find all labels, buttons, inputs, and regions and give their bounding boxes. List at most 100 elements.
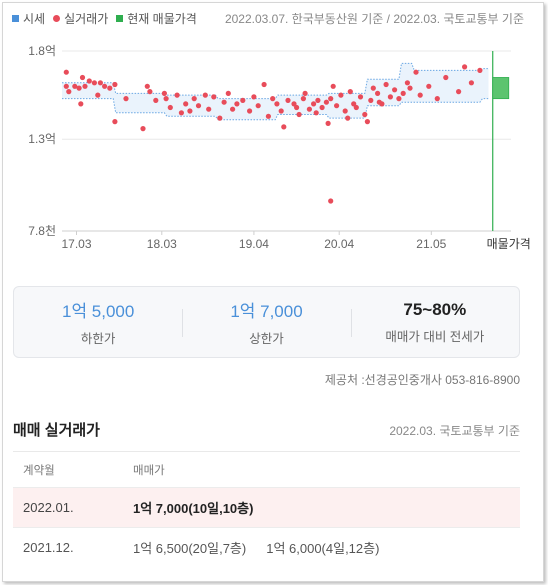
trade-point xyxy=(456,89,462,95)
table-row[interactable]: 2021.12. 1억 6,500(20일,7층) 1억 6,000(4일,12… xyxy=(13,527,520,567)
trade-point xyxy=(347,89,353,95)
trade-point xyxy=(468,80,474,86)
trade-point xyxy=(375,90,381,96)
trade-point xyxy=(413,69,419,75)
legend-listing-label: 현재 매물가격 xyxy=(127,12,197,26)
row-month: 2022.01. xyxy=(23,500,74,515)
trade-point xyxy=(97,80,103,86)
trade-point xyxy=(191,96,197,102)
y-tick-label: 1.3억 xyxy=(28,132,56,146)
trade-point xyxy=(255,103,261,109)
listing-range xyxy=(492,77,510,100)
trade-point xyxy=(230,106,236,112)
summary-high-label: 상한가 xyxy=(249,332,284,346)
trade-point xyxy=(102,83,108,89)
trade-point xyxy=(383,81,389,88)
trade-point xyxy=(247,108,253,114)
trade-point xyxy=(477,67,483,73)
trade-point xyxy=(178,110,184,116)
trade-point xyxy=(387,94,393,100)
col-price: 매매가 xyxy=(133,464,165,477)
trade-point xyxy=(357,94,364,100)
x-extra-label: 매물가격 xyxy=(487,237,531,251)
trade-point xyxy=(328,96,334,102)
trade-point xyxy=(63,83,69,89)
col-month: 계약월 xyxy=(23,464,55,477)
trade-point xyxy=(426,83,432,89)
trade-point xyxy=(300,96,306,102)
trade-point xyxy=(234,101,240,107)
legend-market-label: 시세 xyxy=(23,12,46,26)
summary-low: 1억 5,000 하한가 xyxy=(14,287,182,357)
trade-point xyxy=(306,106,312,112)
trade-point xyxy=(221,99,227,105)
price-summary: 1억 5,000 하한가 1억 7,000 상한가 75~80% 매매가 대비 … xyxy=(13,286,520,358)
legend-market-swatch xyxy=(12,15,19,22)
x-tick-label: 18.03 xyxy=(147,237,177,251)
legend-trades: 실거래가 xyxy=(53,10,108,27)
trade-point xyxy=(291,101,297,107)
trade-point xyxy=(351,101,357,107)
trade-point xyxy=(161,90,167,96)
chart-source-note: 2022.03.07. 한국부동산원 기준 / 2022.03. 국토교통부 기… xyxy=(224,12,524,26)
trade-point xyxy=(63,69,69,75)
trade-point xyxy=(163,96,169,102)
trade-point xyxy=(76,85,82,91)
y-tick-label: 7.8천 xyxy=(28,223,56,238)
summary-ratio-label: 매매가 대비 전세가 xyxy=(385,329,485,344)
trade-point xyxy=(328,198,334,204)
trade-point xyxy=(319,104,325,111)
trade-point xyxy=(270,96,276,102)
trade-point xyxy=(396,96,402,102)
trade-point xyxy=(265,113,271,119)
trade-point xyxy=(379,101,385,107)
trade-point xyxy=(72,83,78,89)
trade-point xyxy=(364,119,370,125)
trade-point xyxy=(392,87,398,93)
trade-point xyxy=(144,83,150,89)
x-tick-label: 17.03 xyxy=(61,237,91,251)
trade-point xyxy=(112,81,118,88)
trade-point xyxy=(206,106,212,112)
trade-point xyxy=(311,101,317,107)
table-header: 계약월 매매가 xyxy=(13,451,520,487)
trade-point xyxy=(434,96,440,102)
trade-point xyxy=(211,94,217,100)
row-prices: 1억 6,500(20일,7층) 1억 6,000(4일,12층) xyxy=(133,538,399,557)
trade-point xyxy=(462,64,468,70)
summary-low-value: 1억 5,000 xyxy=(61,302,135,321)
trade-point xyxy=(315,97,321,103)
summary-high: 1억 7,000 상한가 xyxy=(182,287,350,357)
trade-point xyxy=(183,101,189,107)
trade-point xyxy=(153,97,159,103)
legend-market: 시세 xyxy=(12,10,45,27)
trade-point xyxy=(147,89,153,95)
trade-point xyxy=(362,111,368,118)
legend-trades-swatch xyxy=(53,15,61,22)
price-chart: 1.8억 1.3억 7.8천 17.03 18.03 19.04 20.04 21.05 매물가… xyxy=(28,44,531,251)
x-tick-label: 20.04 xyxy=(324,237,354,251)
trade-point xyxy=(78,101,84,107)
x-tick-label: 19.04 xyxy=(239,237,269,251)
trade-point xyxy=(187,108,193,114)
x-tick-label: 21.05 xyxy=(416,237,446,251)
chart-legend: 시세 실거래가 현재 매물가격 xyxy=(12,10,205,27)
trade-point xyxy=(353,104,359,111)
legend-listing-swatch xyxy=(116,15,124,22)
trade-point xyxy=(225,90,231,96)
legend-listing: 현재 매물가격 xyxy=(116,10,197,27)
summary-ratio: 75~80% 매매가 대비 전세가 xyxy=(350,287,519,357)
trade-point xyxy=(325,120,331,126)
trade-point xyxy=(140,126,146,132)
summary-low-label: 하한가 xyxy=(80,332,116,346)
trade-point xyxy=(217,115,223,121)
y-tick-label: 1.8억 xyxy=(28,44,56,58)
trade-point xyxy=(202,92,208,98)
row-price: 1억 7,000(10일,10층) xyxy=(133,501,254,516)
trade-point xyxy=(285,97,291,103)
trade-point xyxy=(261,81,267,88)
summary-ratio-value: 75~80% xyxy=(403,299,467,319)
row-price: 1억 6,000(4일,12층) xyxy=(266,541,380,556)
trade-point xyxy=(313,110,319,116)
table-row[interactable]: 2022.01. 1억 7,000(10일,10층) xyxy=(13,487,520,527)
